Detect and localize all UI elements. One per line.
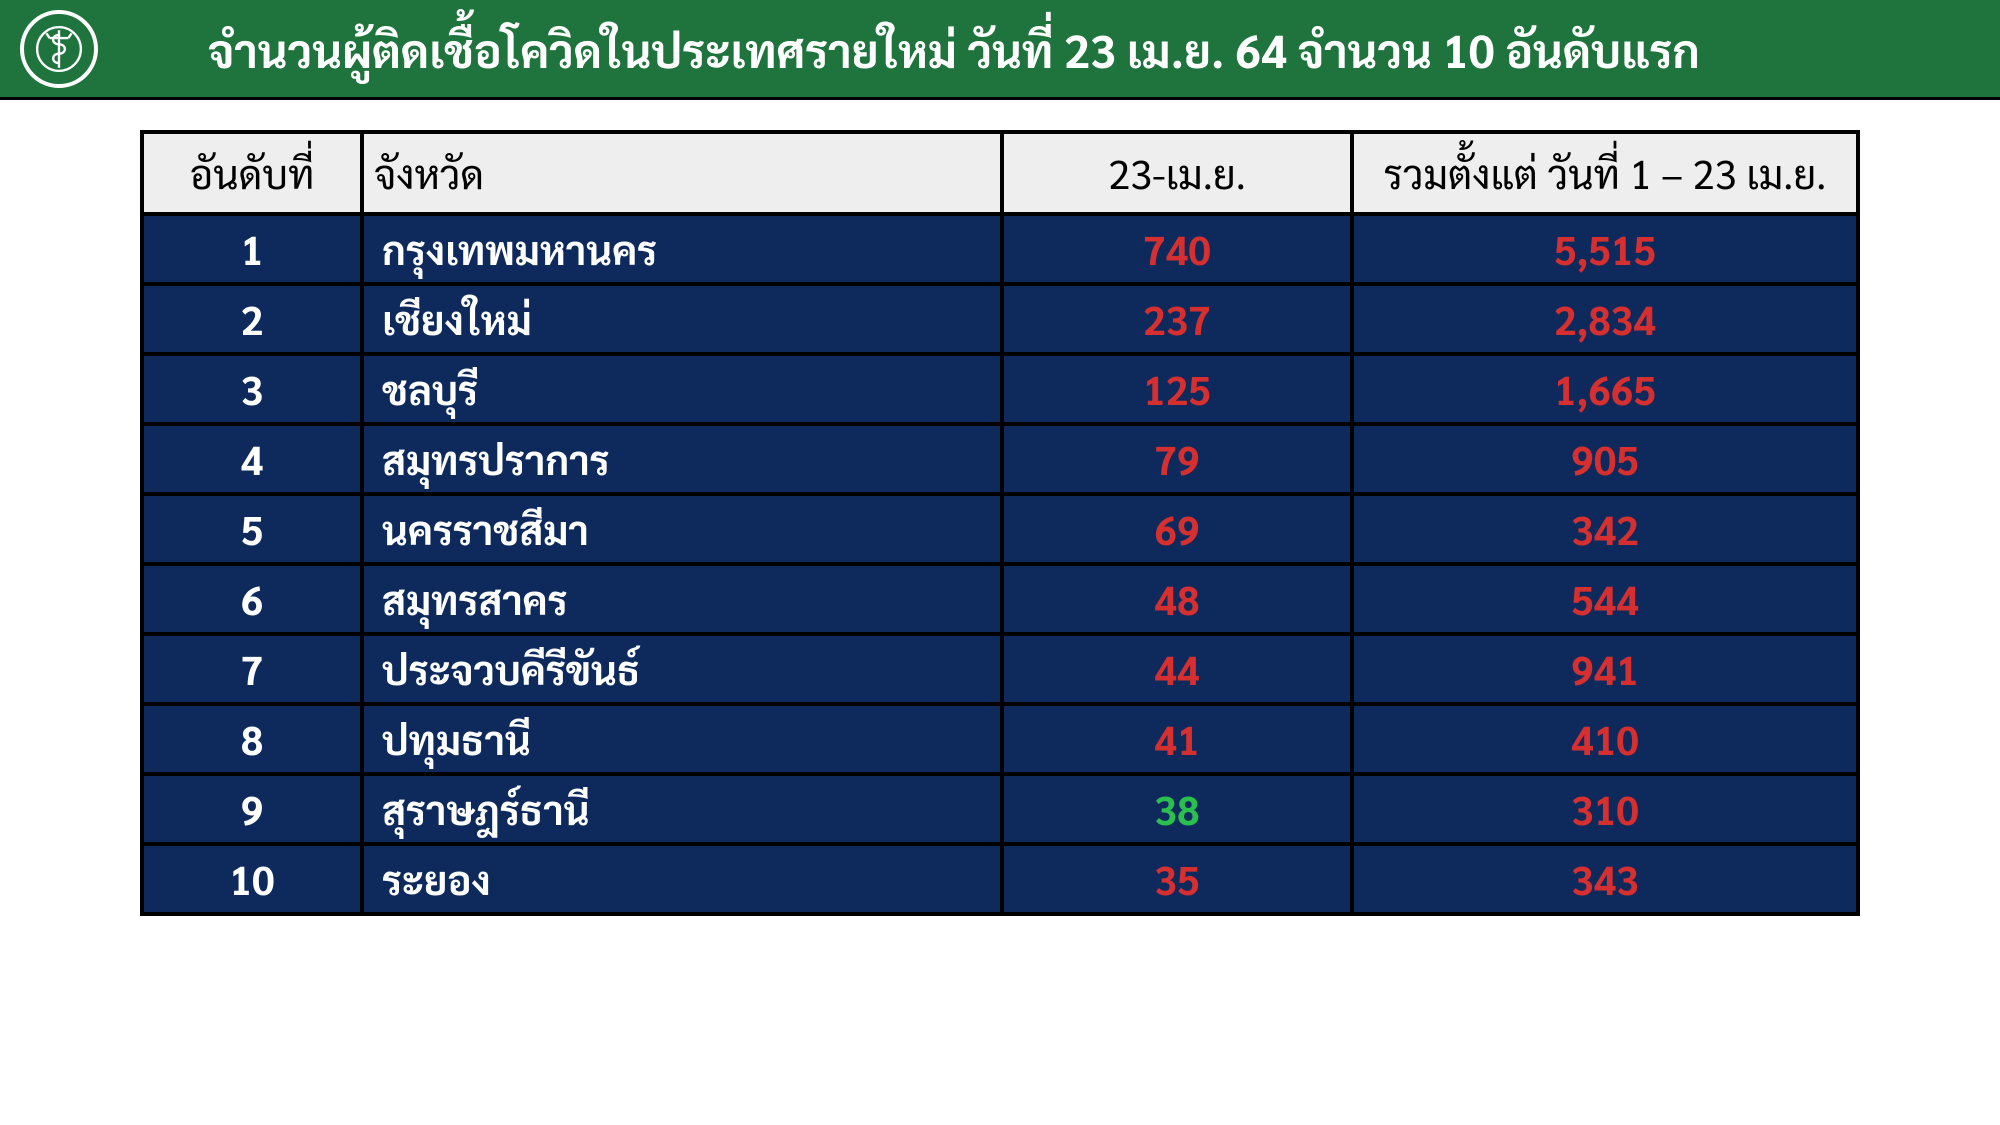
cell-total-value: 310 bbox=[1352, 774, 1858, 844]
cell-province: ระยอง bbox=[362, 844, 1002, 914]
cell-day-value: 740 bbox=[1002, 214, 1352, 284]
table-row: 8ปทุมธานี41410 bbox=[142, 704, 1858, 774]
table-row: 7ประจวบคีรีขันธ์44941 bbox=[142, 634, 1858, 704]
cell-rank: 9 bbox=[142, 774, 362, 844]
cell-rank: 8 bbox=[142, 704, 362, 774]
covid-table: อันดับที่ จังหวัด 23-เม.ย. รวมตั้งแต่ วั… bbox=[140, 130, 1860, 916]
col-header-rank: อันดับที่ bbox=[142, 132, 362, 214]
cell-day-value: 38 bbox=[1002, 774, 1352, 844]
table-row: 5นครราชสีมา69342 bbox=[142, 494, 1858, 564]
cell-total-value: 1,665 bbox=[1352, 354, 1858, 424]
col-header-total: รวมตั้งแต่ วันที่ 1 – 23 เม.ย. bbox=[1352, 132, 1858, 214]
cell-day-value: 44 bbox=[1002, 634, 1352, 704]
cell-rank: 10 bbox=[142, 844, 362, 914]
cell-rank: 5 bbox=[142, 494, 362, 564]
cell-province: กรุงเทพมหานคร bbox=[362, 214, 1002, 284]
table-header-row: อันดับที่ จังหวัด 23-เม.ย. รวมตั้งแต่ วั… bbox=[142, 132, 1858, 214]
cell-rank: 6 bbox=[142, 564, 362, 634]
cell-day-value: 41 bbox=[1002, 704, 1352, 774]
cell-province: ประจวบคีรีขันธ์ bbox=[362, 634, 1002, 704]
cell-total-value: 544 bbox=[1352, 564, 1858, 634]
cell-province: เชียงใหม่ bbox=[362, 284, 1002, 354]
cell-day-value: 125 bbox=[1002, 354, 1352, 424]
cell-day-value: 69 bbox=[1002, 494, 1352, 564]
cell-province: นครราชสีมา bbox=[362, 494, 1002, 564]
table-row: 9สุราษฎร์ธานี38310 bbox=[142, 774, 1858, 844]
cell-total-value: 410 bbox=[1352, 704, 1858, 774]
cell-day-value: 48 bbox=[1002, 564, 1352, 634]
table-row: 3ชลบุรี1251,665 bbox=[142, 354, 1858, 424]
table-container: อันดับที่ จังหวัด 23-เม.ย. รวมตั้งแต่ วั… bbox=[0, 100, 2000, 916]
cell-total-value: 905 bbox=[1352, 424, 1858, 494]
table-row: 1กรุงเทพมหานคร7405,515 bbox=[142, 214, 1858, 284]
cell-total-value: 342 bbox=[1352, 494, 1858, 564]
table-row: 10ระยอง35343 bbox=[142, 844, 1858, 914]
cell-total-value: 2,834 bbox=[1352, 284, 1858, 354]
cell-total-value: 941 bbox=[1352, 634, 1858, 704]
cell-total-value: 343 bbox=[1352, 844, 1858, 914]
cell-rank: 3 bbox=[142, 354, 362, 424]
table-row: 4สมุทรปราการ79905 bbox=[142, 424, 1858, 494]
header-bar: จำนวนผู้ติดเชื้อโควิดในประเทศรายใหม่ วัน… bbox=[0, 0, 2000, 100]
cell-province: สมุทรปราการ bbox=[362, 424, 1002, 494]
table-row: 6สมุทรสาคร48544 bbox=[142, 564, 1858, 634]
page-title: จำนวนผู้ติดเชื้อโควิดในประเทศรายใหม่ วัน… bbox=[208, 19, 1700, 79]
ministry-logo-icon bbox=[20, 10, 98, 88]
cell-rank: 7 bbox=[142, 634, 362, 704]
cell-province: สมุทรสาคร bbox=[362, 564, 1002, 634]
table-body: 1กรุงเทพมหานคร7405,5152เชียงใหม่2372,834… bbox=[142, 214, 1858, 914]
table-row: 2เชียงใหม่2372,834 bbox=[142, 284, 1858, 354]
cell-rank: 4 bbox=[142, 424, 362, 494]
cell-day-value: 35 bbox=[1002, 844, 1352, 914]
cell-province: ชลบุรี bbox=[362, 354, 1002, 424]
cell-day-value: 79 bbox=[1002, 424, 1352, 494]
cell-rank: 2 bbox=[142, 284, 362, 354]
cell-total-value: 5,515 bbox=[1352, 214, 1858, 284]
cell-rank: 1 bbox=[142, 214, 362, 284]
cell-province: สุราษฎร์ธานี bbox=[362, 774, 1002, 844]
col-header-day: 23-เม.ย. bbox=[1002, 132, 1352, 214]
col-header-province: จังหวัด bbox=[362, 132, 1002, 214]
cell-province: ปทุมธานี bbox=[362, 704, 1002, 774]
cell-day-value: 237 bbox=[1002, 284, 1352, 354]
